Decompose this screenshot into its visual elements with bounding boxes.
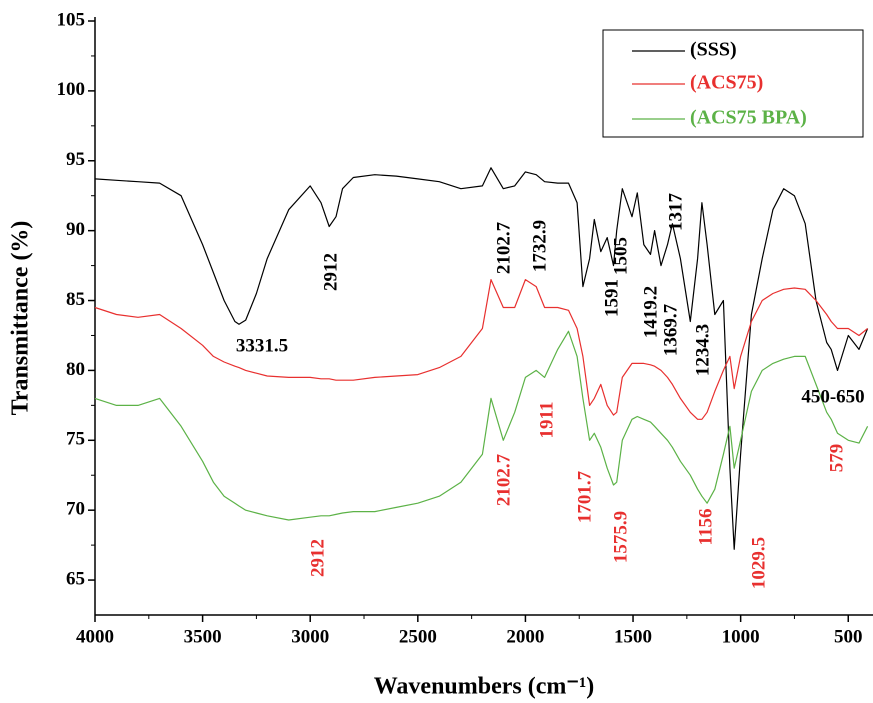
- annotation: 2912: [307, 539, 328, 577]
- y-tick-label: 65: [66, 568, 85, 589]
- annotation: 1732.9: [529, 220, 550, 272]
- y-tick-label: 75: [66, 429, 85, 450]
- x-tick-label: 2000: [506, 626, 544, 647]
- annotation: 2102.7: [493, 221, 514, 274]
- x-tick-label: 3000: [291, 626, 329, 647]
- y-tick-label: 80: [66, 359, 85, 380]
- annotation: 2912: [320, 253, 341, 291]
- y-tick-label: 95: [66, 149, 85, 170]
- annotation: 1317: [665, 193, 686, 232]
- y-tick-label: 70: [66, 499, 85, 520]
- x-tick-label: 1000: [722, 626, 760, 647]
- x-axis-title: Wavenumbers (cm⁻¹): [374, 674, 595, 700]
- legend-label: (ACS75): [690, 72, 763, 94]
- annotation: 2102.7: [493, 453, 514, 506]
- annotation: 1234.3: [692, 324, 713, 376]
- x-tick-label: 4000: [76, 626, 114, 647]
- annotation: 1029.5: [748, 537, 769, 589]
- y-tick-label: 90: [66, 219, 85, 240]
- x-tick-label: 3500: [184, 626, 222, 647]
- annotation: 450-650: [801, 386, 864, 407]
- annotation: 1591: [601, 279, 622, 317]
- y-tick-label: 105: [57, 9, 86, 30]
- annotation: 1575.9: [610, 511, 631, 563]
- y-axis-title: Transmittance (%): [8, 221, 34, 416]
- series-line: [94, 279, 868, 420]
- series-line: [94, 167, 869, 550]
- y-tick-label: 100: [57, 79, 86, 100]
- annotation: 1701.7: [574, 470, 595, 523]
- annotation: 1419.2: [640, 286, 661, 338]
- legend-label: (SSS): [690, 39, 737, 61]
- x-tick-label: 500: [834, 626, 863, 647]
- y-tick-label: 85: [66, 289, 85, 310]
- annotation: 1505: [610, 237, 631, 275]
- legend-label: (ACS75 BPA): [690, 107, 807, 129]
- annotation: 1369.7: [660, 303, 681, 356]
- annotation: 3331.5: [236, 335, 288, 356]
- x-tick-label: 1500: [614, 626, 652, 647]
- x-tick-label: 2500: [399, 626, 437, 647]
- annotation: 579: [826, 444, 847, 473]
- series-line: [94, 330, 869, 521]
- annotation: 1911: [536, 402, 557, 439]
- annotation: 1156: [695, 509, 716, 546]
